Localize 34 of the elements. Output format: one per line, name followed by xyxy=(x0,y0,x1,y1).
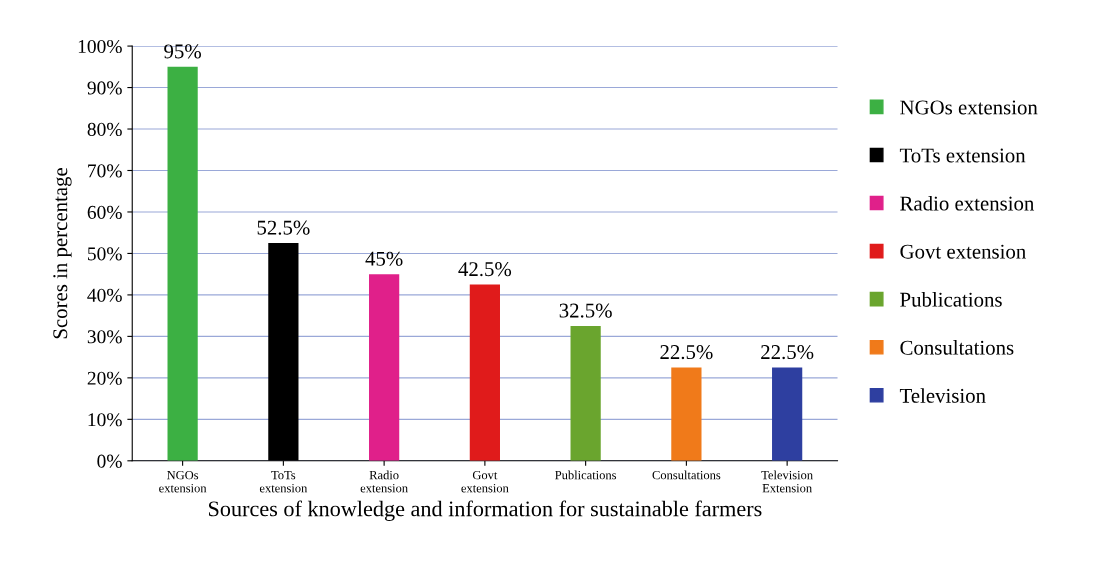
x-tick-label: Consultations xyxy=(652,470,721,480)
y-tick-label: 40% xyxy=(87,288,122,302)
data-label: 52.5% xyxy=(257,220,310,235)
y-tick-label: 80% xyxy=(87,122,122,137)
y-tick-label: 50% xyxy=(88,247,122,261)
x-axis-title: Sources of knowledge and information for sustainable farmers xyxy=(208,500,762,521)
x-tick-label: NGOs extension xyxy=(159,470,207,493)
data-label: 22.5% xyxy=(660,345,713,360)
y-tick-label: 30% xyxy=(87,330,122,344)
y-axis-title: Scores in percentage xyxy=(53,167,72,339)
y-tick-label: 90% xyxy=(87,81,122,95)
legend-label: Publications xyxy=(900,292,1002,307)
y-tick-label: 0% xyxy=(97,454,122,468)
x-tick-label: Govt extension xyxy=(461,470,509,493)
data-label: 45% xyxy=(365,251,403,266)
data-label: 22.5% xyxy=(761,345,814,360)
legend-label: NGOs extension xyxy=(900,100,1038,115)
data-label: 32.5% xyxy=(559,303,612,318)
data-label: 95% xyxy=(164,44,201,59)
x-tick-label: Radio extension xyxy=(360,470,408,493)
y-tick-label: 70% xyxy=(88,164,122,178)
x-tick-label: Television Extension xyxy=(761,470,813,493)
data-label: 42.5% xyxy=(458,262,512,277)
y-tick-label: 100% xyxy=(78,39,122,54)
y-tick-label: 10% xyxy=(88,413,122,427)
x-tick-label: Publications xyxy=(555,470,617,480)
legend-label: Govt extension xyxy=(900,244,1026,259)
legend-label: Consultations xyxy=(900,340,1014,355)
y-tick-label: 60% xyxy=(87,205,122,219)
y-tick-label: 20% xyxy=(87,371,122,385)
legend-label: Television xyxy=(899,388,986,403)
x-tick-label: ToTs extension xyxy=(259,471,308,493)
legend-label: ToTs extension xyxy=(899,148,1026,163)
legend-label: Radio extension xyxy=(900,195,1035,211)
